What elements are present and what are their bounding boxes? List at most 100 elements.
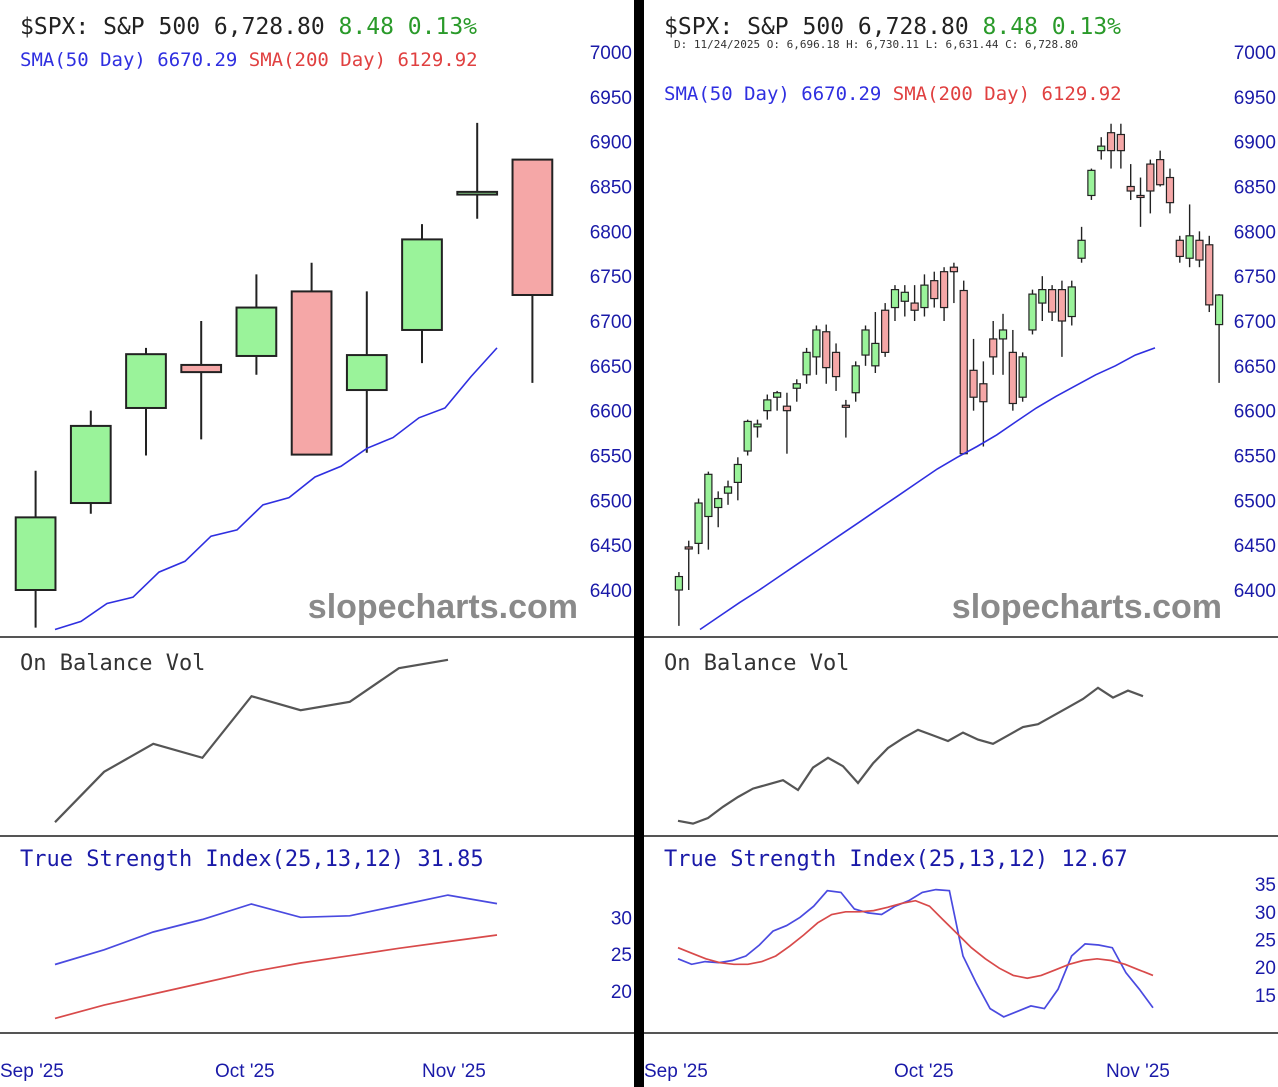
candle-body [920,284,929,309]
candle [1156,150,1165,187]
tsi-tick-label: 25 [1255,930,1276,951]
candle [851,361,860,402]
candle-body [1067,286,1076,318]
header-space [325,14,339,40]
header-space [733,14,747,40]
candle-body [1156,159,1165,186]
candle [1008,329,1017,411]
candle [714,491,723,528]
y-tick-label: 6650 [590,357,632,378]
candle [14,470,57,628]
sma50-line [54,347,498,631]
tsi-line [54,894,498,966]
x-tick-label: Sep '25 [0,1061,64,1082]
candle [1067,280,1076,326]
candle [1126,164,1135,200]
candle-body [802,351,811,376]
tsi-signal-line [54,934,498,1020]
sma-label-gap [881,83,892,105]
header-change-pct: 0.13% [1052,14,1121,40]
candle [180,321,223,440]
y-tick-label: 6450 [1234,536,1276,557]
y-tick-label: 6400 [1234,581,1276,602]
candle-body [763,399,772,412]
candle-body [1008,351,1017,405]
candle [910,285,919,321]
y-tick-label: 6700 [590,312,632,333]
candle-body [1136,194,1145,199]
candle [930,271,939,308]
candle-body [1146,163,1155,192]
candle-body [969,369,978,398]
candle [125,347,167,456]
candle-body [456,190,499,196]
candle [792,379,801,402]
x-tick-label: Nov '25 [422,1061,486,1082]
panel-divider [634,0,644,1087]
y-tick-label: 6800 [1234,222,1276,243]
y-tick-label: 6450 [590,536,632,557]
x-tick-label: Sep '25 [644,1061,708,1082]
candle-body [812,329,821,358]
weekly-chart-panel: 6400 6450 6500 6550 6600 6650 6700 6750 6800 6850… [0,0,634,1087]
header-title: $SPX: S&P 500 6,728.80 8.48 0.13% [20,14,477,40]
y-tick-label: 6550 [590,447,632,468]
candle-body [772,392,782,398]
candle [1057,280,1067,357]
header-last: 6,728.80 [858,14,969,40]
candle [939,267,949,321]
candle-body [979,383,988,403]
candle [979,361,988,447]
ohlc-readout: D: 11/24/2025 O: 6,696.18 H: 6,730.11 L:… [674,38,1078,51]
candle-body [1018,356,1027,398]
obv-title: On Balance Vol [20,651,205,676]
candle-body [851,365,860,394]
candle [69,410,112,514]
candle [812,325,821,375]
y-tick-label: 6850 [590,178,632,199]
candle [235,274,278,375]
header-name: S&P 500 [747,14,844,40]
tsi-title: True Strength Index(25,13,12) 31.85 [20,847,484,872]
candle-body [511,158,554,296]
candle [674,572,684,626]
candle [1106,123,1116,169]
candle [290,262,333,456]
candle-body [900,291,909,302]
tsi-tick-label: 35 [1255,875,1276,896]
candle [1175,235,1184,263]
chart-header: $SPX: S&P 500 6,728.80 8.48 0.13% [664,14,1121,40]
candle [772,390,782,411]
tsi-tick-label: 20 [1255,958,1276,979]
candle-body [1047,289,1057,313]
candle [890,285,900,321]
sma200-label: SMA(200 Day) 6129.92 [249,49,478,71]
watermark: slopecharts.com [952,588,1222,626]
sma50-label: SMA(50 Day) 6670.29 [664,83,881,105]
candle [345,291,388,453]
header-space [89,14,103,40]
candle-body [1195,239,1204,261]
candle [694,498,703,555]
candle [802,347,811,384]
y-tick-label: 6950 [590,88,632,109]
daily-chart-svg: 6400 6450 6500 6550 6600 6650 6700 6750 6800 6850… [644,14,1278,1082]
candle [822,324,831,384]
header-symbol: $SPX: [20,14,89,40]
candle [861,325,870,366]
candle-body [14,516,57,591]
y-tick-label: 6600 [1234,402,1276,423]
y-tick-label: 6800 [590,222,632,243]
y-tick-label: 6950 [1234,88,1276,109]
candle-body [792,383,801,389]
candle-body [1077,239,1086,259]
tsi-tick-label: 30 [611,908,632,929]
candle-body [930,280,939,300]
candle [969,338,978,411]
tsi-signal-line [677,899,1154,980]
candle [753,419,762,438]
candle [511,158,554,383]
candle [1195,231,1204,268]
candle-body [1028,293,1037,331]
y-tick-label: 6900 [1234,133,1276,154]
